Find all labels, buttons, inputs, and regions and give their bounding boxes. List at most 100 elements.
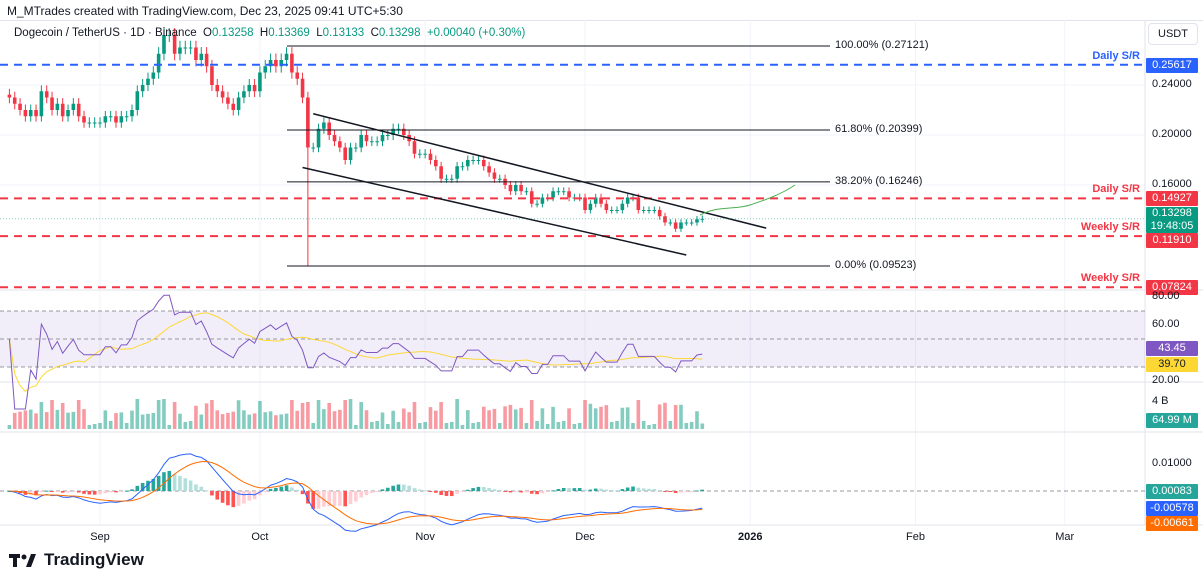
close-value: 0.13298 [378, 27, 421, 39]
macd-histogram-bar [92, 491, 97, 495]
candle-body [258, 72, 262, 92]
volume-bar [220, 414, 225, 429]
candle-body [194, 47, 198, 60]
macd-histogram-bar [263, 491, 268, 492]
volume-bar [380, 412, 385, 429]
volume-bar [258, 401, 262, 429]
volume-bar [178, 413, 182, 429]
candle-body [402, 128, 406, 135]
macd-histogram-bar [103, 491, 108, 494]
macd-histogram-bar [178, 475, 182, 491]
macd-histogram-bar [151, 478, 156, 491]
candle-body [428, 153, 433, 160]
volume-bar [593, 408, 598, 429]
candle-body [535, 203, 539, 205]
macd-histogram-bar [130, 489, 134, 491]
macd-histogram-bar [599, 488, 603, 491]
macd-histogram-bar [449, 491, 454, 497]
macd-histogram-bar [332, 491, 337, 506]
macd-histogram-bar [60, 491, 65, 493]
candle-body [492, 172, 497, 179]
candle-body [561, 191, 566, 193]
candle-body [274, 60, 278, 67]
macd-histogram-bar [492, 489, 497, 491]
volume-bar [50, 400, 54, 429]
macd-histogram-bar [135, 485, 140, 491]
volume-bar [354, 425, 358, 429]
volume-bar [188, 421, 193, 429]
volume-bar [82, 409, 86, 429]
volume-bar [636, 400, 641, 429]
candle-body [386, 135, 390, 136]
channel-lower-line [302, 166, 687, 256]
candle-body [689, 222, 694, 224]
candle-body [641, 210, 646, 211]
macd-histogram-bar [194, 484, 198, 491]
candle-body [434, 160, 438, 167]
candle-body [460, 166, 465, 168]
fib-level-label: 61.80% (0.20399) [835, 123, 923, 135]
volume-bar [119, 412, 124, 429]
volume-bar [231, 411, 236, 429]
candle-body [247, 85, 252, 92]
volume-bar [183, 422, 188, 429]
candle-body [599, 197, 603, 204]
candle-body [103, 116, 108, 123]
macd-histogram-bar [226, 491, 230, 506]
volume-bar [311, 423, 316, 429]
candle-body [108, 116, 113, 118]
volume-bar [695, 411, 699, 429]
price-axis-tick: 0.16000 [1152, 178, 1192, 190]
volume-bar [449, 422, 454, 429]
macd-histogram-bar [348, 491, 353, 504]
currency-button[interactable]: USDT [1148, 23, 1198, 45]
macd-histogram-bar [300, 491, 305, 495]
volume-bar [215, 410, 220, 429]
volume-bar [252, 413, 257, 429]
volume-bar [407, 412, 411, 429]
candle-body [76, 103, 81, 117]
volume-bar [306, 402, 310, 429]
candle-body [359, 135, 363, 148]
volume-bar [423, 422, 427, 429]
macd-histogram-bar [247, 491, 252, 501]
volume-bar [700, 423, 705, 429]
candle-body [23, 110, 28, 117]
macd-histogram-bar [140, 483, 145, 491]
macd-histogram-bar [503, 491, 507, 492]
volume-bar [55, 409, 60, 429]
chart-frame[interactable] [0, 20, 1203, 525]
volume-bar [295, 410, 300, 429]
macd-histogram-bar [689, 491, 694, 492]
macd-histogram-bar [540, 491, 545, 494]
candle-body [449, 178, 454, 180]
volume-bar [108, 421, 113, 429]
candle-body [306, 97, 310, 148]
candle-body [295, 72, 300, 79]
volume-bar [588, 403, 593, 429]
volume-bar [529, 400, 534, 429]
candle-body [380, 135, 385, 142]
macd-histogram-bar [412, 488, 417, 491]
macd-histogram-bar [407, 485, 411, 491]
macd-histogram-bar [327, 491, 331, 507]
candle-body [226, 97, 230, 104]
tradingview-logo[interactable]: TradingView [9, 550, 144, 570]
high-value: 0.13369 [268, 27, 310, 39]
tradingview-logo-text: TradingView [44, 550, 144, 569]
candle-body [695, 219, 699, 223]
macd-histogram-bar [620, 489, 625, 491]
macd-histogram-bar [428, 491, 433, 492]
volume-bar [236, 400, 241, 429]
volume-bar [599, 406, 603, 429]
candle-body [130, 110, 134, 117]
macd-histogram-bar [55, 491, 60, 492]
volume-bar [92, 424, 97, 429]
sr-price-label: 0.25617 [1146, 57, 1198, 73]
candle-body [156, 53, 161, 73]
macd-histogram-bar [354, 491, 358, 502]
macd-histogram-bar [481, 487, 486, 491]
macd-histogram-bar [652, 489, 657, 491]
candle-body [529, 191, 534, 204]
